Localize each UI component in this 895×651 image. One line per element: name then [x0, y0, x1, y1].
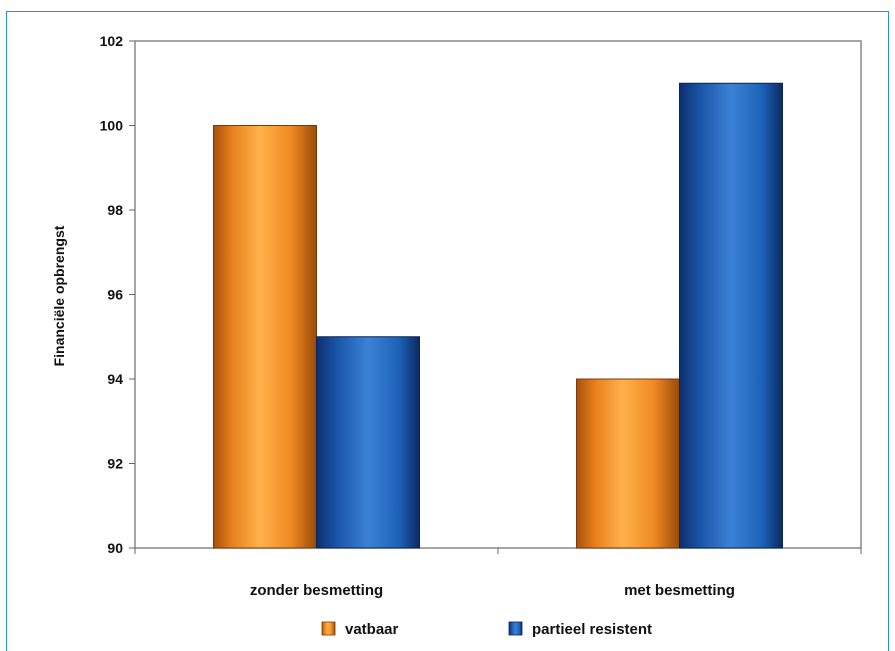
x-axis-categories: zonder besmetting met besmetting — [250, 582, 735, 599]
bars — [134, 82, 862, 554]
y-tick-label: 98 — [107, 202, 123, 218]
chart-frame — [6, 11, 889, 651]
legend-swatch-partieel-resistent — [508, 621, 523, 636]
y-tick-label: 102 — [100, 33, 124, 49]
bar-vatbaar-met-besmetting — [576, 378, 680, 549]
bar-partieel-resistent-zonder-besmetting — [316, 336, 420, 549]
y-tick-label: 96 — [107, 287, 123, 303]
bar-vatbaar-zonder-besmetting — [213, 125, 317, 549]
legend: vatbaar partieel resistent — [321, 621, 652, 638]
x-category-label: met besmetting — [624, 582, 735, 599]
y-axis-label: Financiële opbrengst — [51, 225, 67, 366]
y-tick-label: 92 — [107, 456, 123, 472]
y-tick-label: 90 — [107, 540, 123, 556]
y-tick-label: 100 — [100, 118, 124, 134]
legend-label-vatbaar: vatbaar — [345, 621, 399, 638]
legend-swatch-vatbaar — [321, 621, 336, 636]
bar-partieel-resistent-met-besmetting — [679, 82, 783, 549]
x-category-label: zonder besmetting — [250, 582, 383, 599]
legend-label-partieel-resistent: partieel resistent — [532, 621, 652, 638]
y-tick-label: 94 — [107, 371, 123, 387]
y-axis-ticks: 90 92 94 96 98 100 102 — [100, 33, 135, 556]
